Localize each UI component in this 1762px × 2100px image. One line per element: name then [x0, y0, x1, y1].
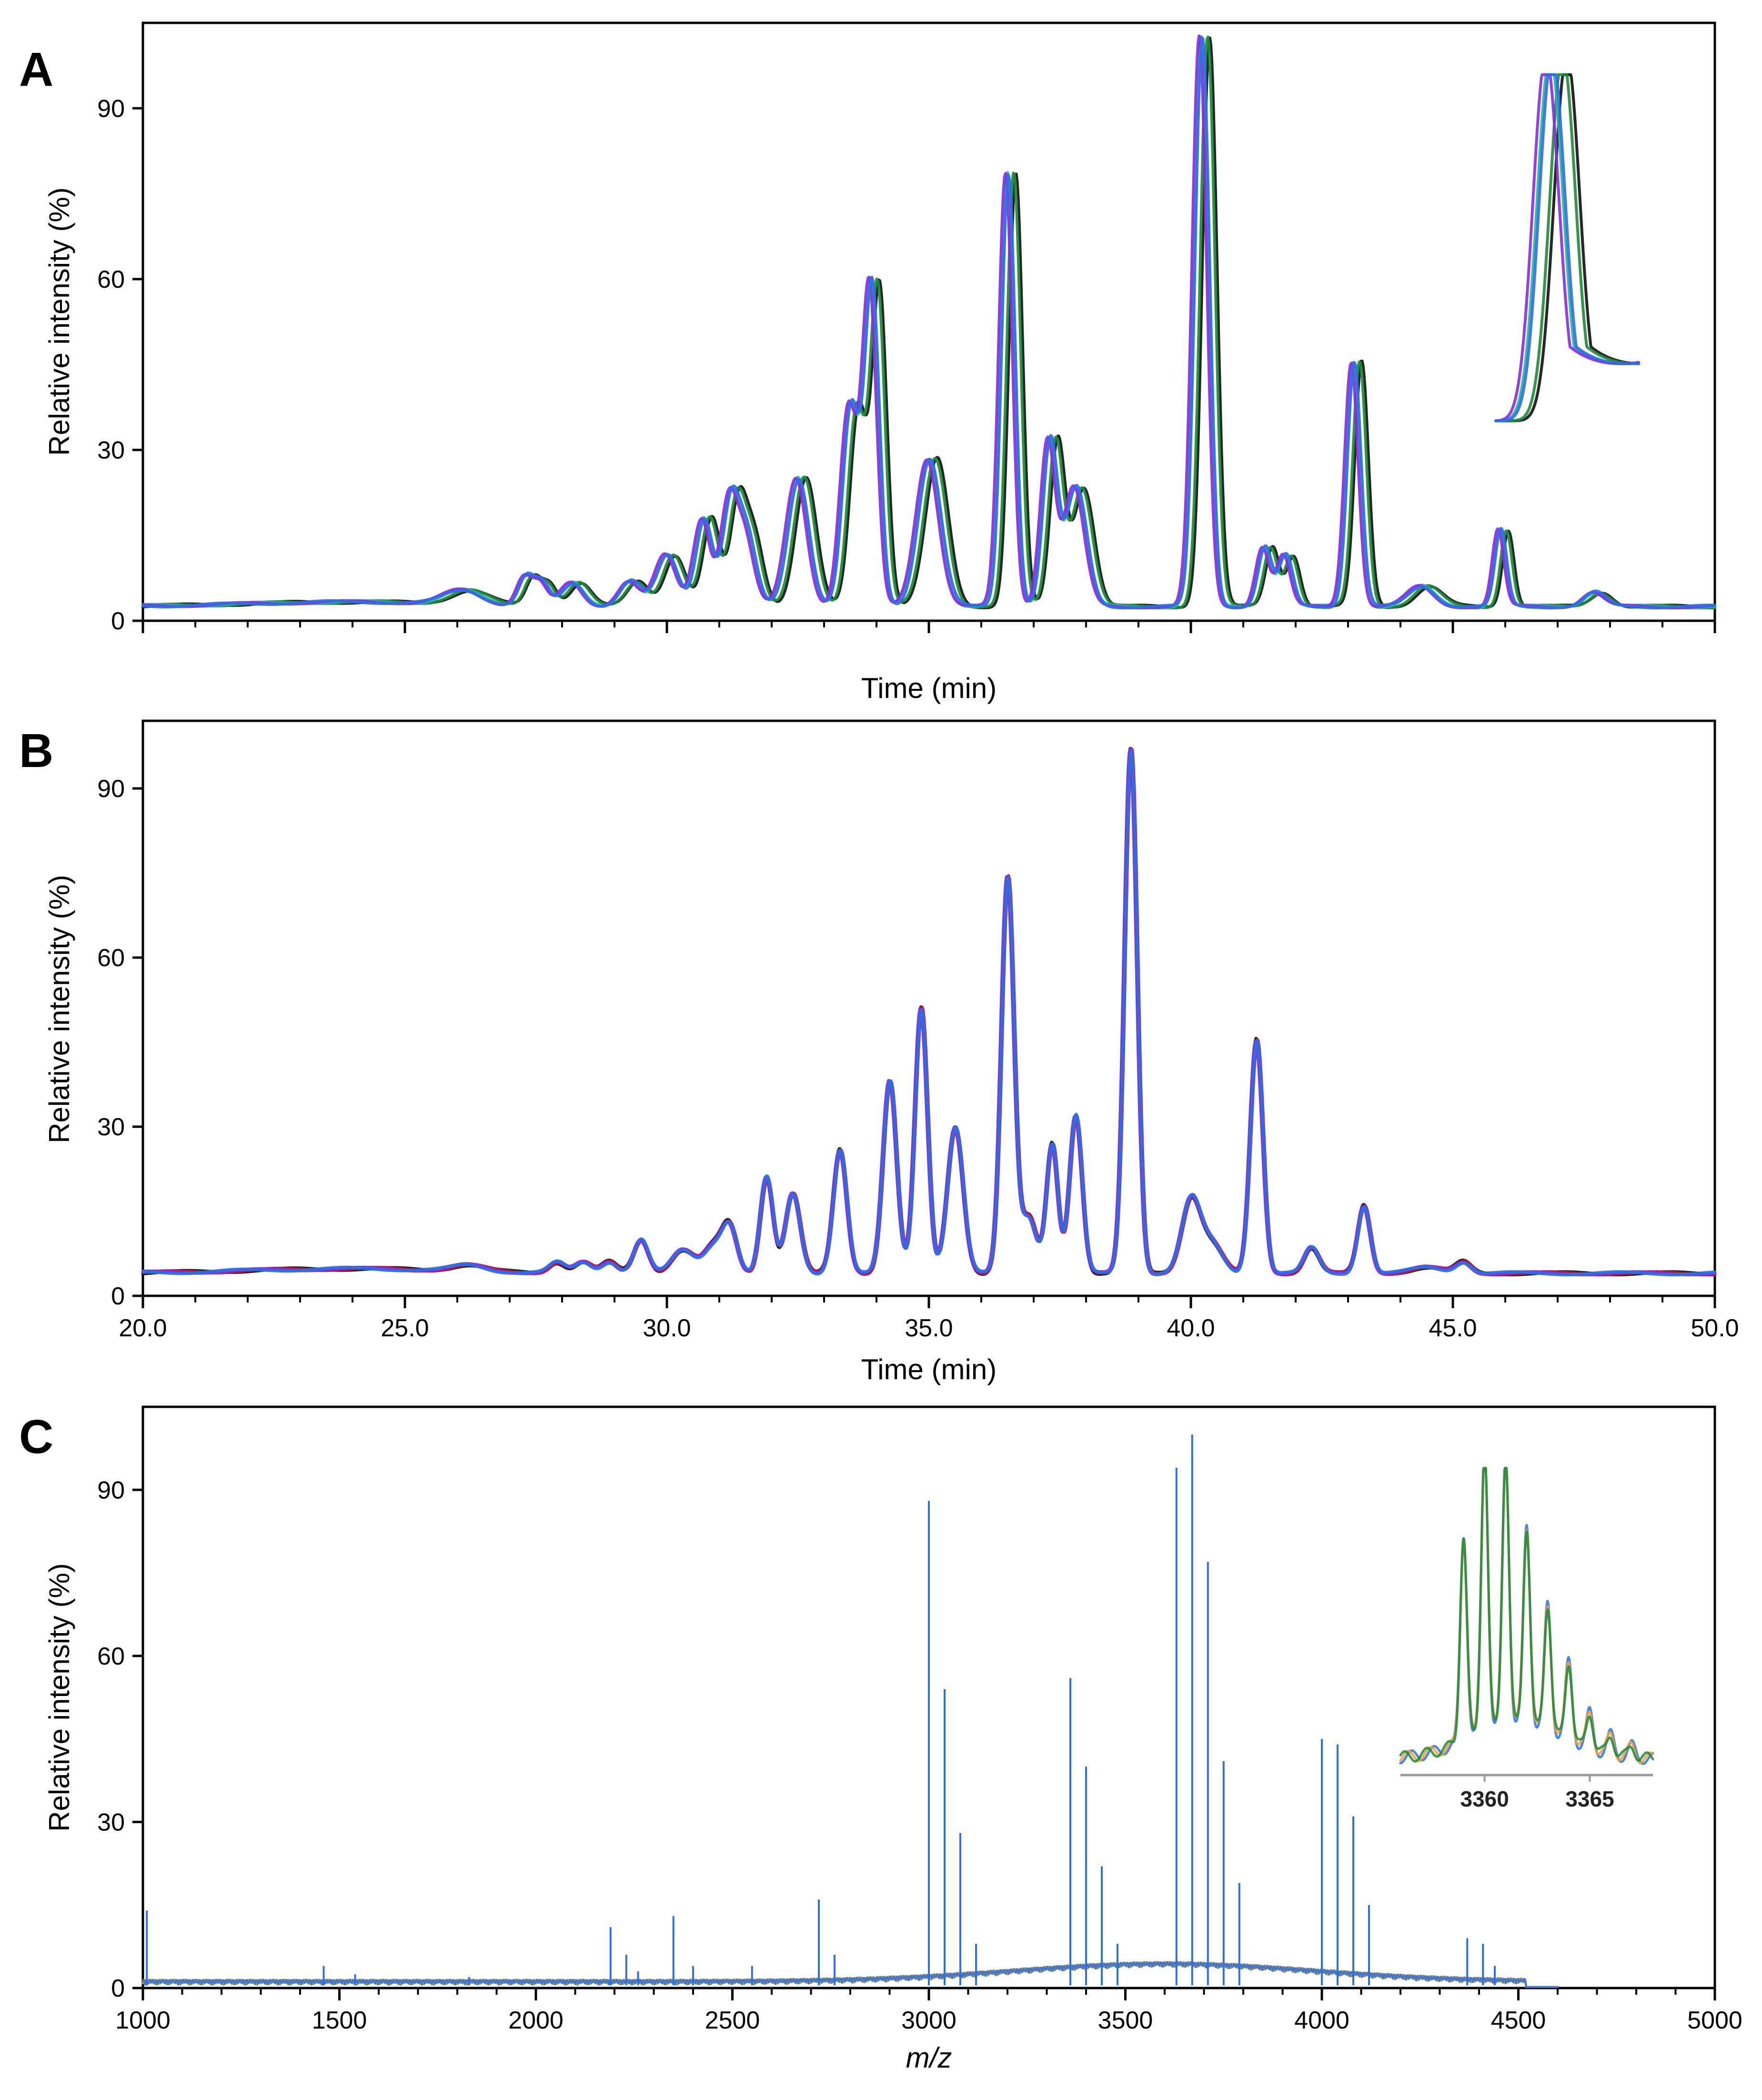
series-line: [141, 34, 1716, 610]
y-tick-label: 90: [97, 1476, 125, 1504]
y-tick-label: 30: [97, 1808, 125, 1836]
x-tick-label: 4000: [1294, 2007, 1349, 2034]
inset-series-line: [1494, 73, 1640, 423]
y-axis-b: 0 30 60 90: [97, 775, 143, 1310]
x-tick-label: 3500: [1098, 2007, 1153, 2034]
x-tick-label: 50.0: [1691, 1314, 1739, 1342]
inset-series-line: [1399, 1467, 1654, 1765]
inset-x-tick-label: 3360: [1460, 1787, 1509, 1811]
x-tick-label: 4500: [1491, 2007, 1546, 2034]
x-axis-c: 1000 1500 2000 2500 3000 3500 4000 4500 5000: [115, 1988, 1742, 2034]
inset-series-line: [1399, 1467, 1654, 1763]
x-tick-label: 5000: [1687, 2007, 1742, 2034]
x-axis-title-c: m/z: [906, 2042, 952, 2074]
x-tick-label: 3000: [901, 2007, 957, 2034]
series-line: [141, 36, 1716, 609]
y-axis-title-b: Relative intensity (%): [43, 875, 75, 1143]
inset-series-line: [1399, 1467, 1654, 1765]
x-tick-label: 30.0: [643, 1314, 691, 1342]
panel-label-b: B: [19, 724, 53, 777]
x-axis-a: [141, 621, 1716, 633]
chart-panel-c: 0 30 60 90 1000 1500 2000 2500 3000 3500 4000 4500…: [43, 1405, 1742, 2074]
plot-frame-a: [141, 21, 1716, 622]
y-axis-c: 0 30 60 90: [97, 1476, 143, 2002]
inset-series-line: [1494, 73, 1640, 423]
x-tick-label: 25.0: [381, 1314, 429, 1342]
series-line: [141, 747, 1717, 1277]
y-tick-label: 90: [97, 775, 125, 803]
series-line: [141, 35, 1716, 610]
panel-label-a: A: [19, 43, 53, 96]
x-axis-title-a: Time (min): [861, 672, 997, 704]
x-axis-title-b: Time (min): [861, 1353, 997, 1385]
x-axis-b: 20.0 25.0 30.0 35.0 40.0 45.0 50.0: [119, 1296, 1739, 1342]
x-tick-label: 2000: [508, 2007, 564, 2034]
plot-frame-b: [141, 719, 1716, 1297]
x-tick-label: 20.0: [119, 1314, 167, 1342]
y-tick-label: 0: [111, 1975, 125, 2002]
y-tick-label: 0: [111, 1282, 125, 1310]
x-tick-label: 40.0: [1167, 1314, 1215, 1342]
y-tick-label: 0: [111, 607, 125, 635]
series-line: [141, 36, 1716, 610]
x-tick-label: 1000: [115, 2007, 171, 2034]
inset-c: 3360 3365: [1399, 1467, 1654, 1811]
x-tick-label: 35.0: [905, 1314, 953, 1342]
y-axis-a: 0 30 60 90: [97, 95, 143, 635]
y-axis-title-c: Relative intensity (%): [43, 1563, 75, 1832]
y-tick-label: 30: [97, 436, 125, 464]
panel-label-c: C: [19, 1410, 53, 1464]
y-tick-label: 60: [97, 266, 125, 293]
traces-a: [141, 34, 1716, 610]
chart-panel-a: 0 30 60 90 Time (min) Relative intensity (%…: [43, 21, 1716, 704]
y-axis-title-a: Relative intensity (%): [43, 187, 75, 456]
chart-panel-b: 0 30 60 90 20.0 25.0 30.0 35.0 40.0 45.0 50.0 Tim…: [43, 719, 1739, 1385]
y-tick-label: 60: [97, 944, 125, 972]
x-tick-label: 45.0: [1429, 1314, 1477, 1342]
traces-b: [141, 747, 1717, 1277]
x-tick-label: 2500: [705, 2007, 760, 2034]
inset-x-tick-label: 3365: [1565, 1787, 1614, 1811]
y-tick-label: 90: [97, 95, 125, 122]
traces-c: [142, 1434, 1559, 1988]
y-tick-label: 30: [97, 1113, 125, 1141]
series-line: [141, 748, 1717, 1277]
y-tick-label: 60: [97, 1643, 125, 1670]
x-tick-label: 1500: [312, 2007, 367, 2034]
series-line: [141, 35, 1716, 610]
inset-a: [1494, 73, 1640, 423]
